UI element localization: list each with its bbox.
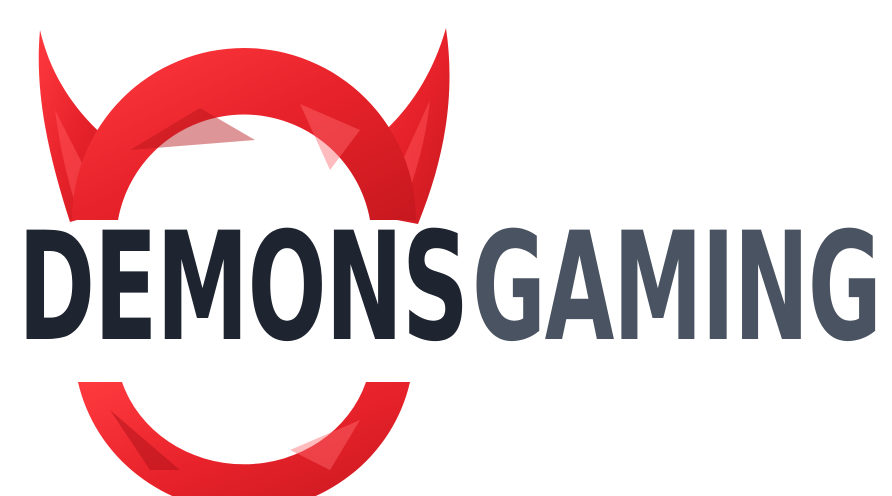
ring-bottom-facet-2 bbox=[290, 420, 360, 470]
ring-bottom-arc bbox=[78, 382, 410, 496]
wordmark-demons: DEMONS bbox=[18, 201, 469, 375]
wordmark: DEMONS GAMING bbox=[0, 213, 892, 363]
ring-top-arc bbox=[72, 48, 416, 221]
ring-top-facet bbox=[130, 108, 255, 150]
ring-bottom-facet bbox=[110, 410, 180, 470]
ring-top-facet-2 bbox=[300, 104, 360, 170]
wordmark-gaming: GAMING bbox=[472, 201, 882, 375]
